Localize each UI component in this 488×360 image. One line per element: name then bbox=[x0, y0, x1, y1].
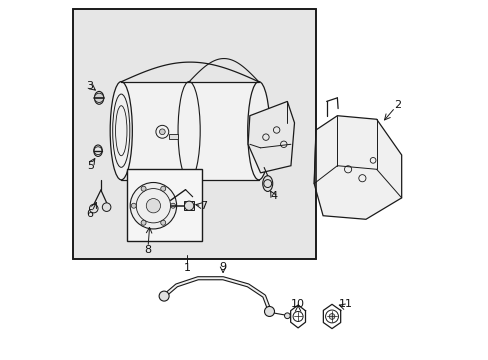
Polygon shape bbox=[313, 116, 401, 219]
Circle shape bbox=[161, 220, 165, 225]
Circle shape bbox=[159, 129, 165, 135]
Circle shape bbox=[146, 199, 160, 213]
Circle shape bbox=[170, 203, 175, 208]
Ellipse shape bbox=[94, 91, 103, 104]
Circle shape bbox=[89, 204, 98, 213]
Circle shape bbox=[284, 313, 290, 319]
Circle shape bbox=[94, 93, 103, 103]
Polygon shape bbox=[247, 102, 294, 173]
Circle shape bbox=[328, 314, 334, 319]
Circle shape bbox=[131, 203, 136, 208]
Ellipse shape bbox=[94, 145, 102, 157]
Text: 6: 6 bbox=[86, 209, 94, 219]
Circle shape bbox=[161, 186, 165, 191]
Bar bbox=[73, 9, 315, 258]
Bar bbox=[126, 169, 201, 241]
Text: 5: 5 bbox=[87, 161, 94, 171]
Text: 1: 1 bbox=[183, 262, 190, 273]
Circle shape bbox=[184, 201, 193, 210]
Text: 11: 11 bbox=[339, 299, 353, 309]
Ellipse shape bbox=[262, 176, 272, 192]
Text: 3: 3 bbox=[86, 81, 94, 91]
Circle shape bbox=[141, 220, 146, 225]
Ellipse shape bbox=[110, 82, 132, 180]
Text: 9: 9 bbox=[219, 262, 226, 272]
Text: 8: 8 bbox=[144, 245, 151, 255]
Bar bbox=[121, 82, 258, 180]
Bar bbox=[183, 201, 194, 210]
Circle shape bbox=[264, 306, 274, 316]
Ellipse shape bbox=[247, 82, 269, 180]
Text: 4: 4 bbox=[270, 191, 277, 201]
Circle shape bbox=[159, 291, 169, 301]
Bar bbox=[73, 9, 315, 258]
Bar bbox=[169, 134, 178, 139]
Text: 2: 2 bbox=[394, 100, 401, 110]
Circle shape bbox=[141, 186, 146, 191]
Circle shape bbox=[130, 183, 176, 229]
Circle shape bbox=[102, 203, 111, 211]
Text: 10: 10 bbox=[290, 299, 305, 309]
Text: 7: 7 bbox=[200, 201, 206, 211]
